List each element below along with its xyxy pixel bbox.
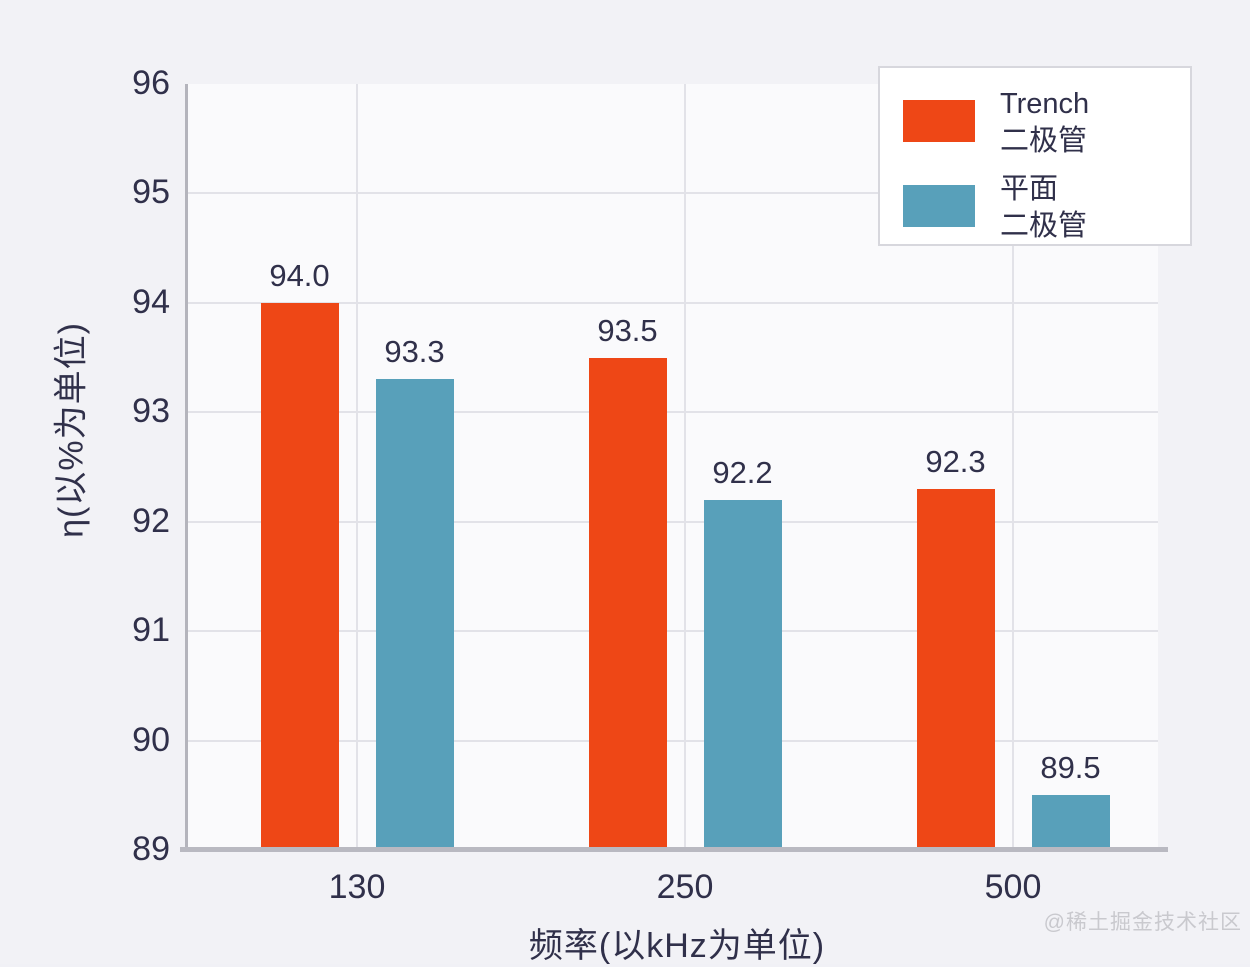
x-axis-line: [180, 847, 1168, 852]
bar-planar-130: [375, 379, 454, 850]
bar-value-label: 94.0: [269, 257, 330, 293]
y-axis-line: [185, 84, 188, 850]
bar-planar-500: [1031, 795, 1110, 850]
gridline-h-95: [187, 192, 1158, 195]
bar-trench-130: [260, 302, 339, 850]
gridline-h-92: [187, 520, 1158, 523]
gridline-h-91: [187, 630, 1158, 633]
legend-item-trench: Trench 二极管: [880, 88, 1190, 176]
legend-label-planar: 平面 二极管: [1000, 171, 1087, 245]
gridline-h-94: [187, 301, 1158, 304]
bar-value-label: 92.2: [712, 454, 773, 490]
y-tick-label-89: 89: [132, 830, 170, 868]
legend-label-planar-line2: 二极管: [1000, 210, 1088, 242]
gridline-v-130: [356, 84, 358, 850]
bar-trench-500: [916, 488, 995, 850]
y-tick-label-93: 93: [132, 392, 170, 431]
bar-planar-250: [703, 499, 782, 850]
watermark: @稀土掘金技术社区: [1043, 911, 1242, 934]
bar-value-label: 89.5: [1040, 750, 1101, 786]
x-tick-label-250: 250: [656, 868, 714, 906]
y-axis-title: η(以%为单位): [52, 322, 91, 538]
gridline-v-500: [1012, 84, 1014, 850]
trench-series-swatch: [903, 100, 975, 142]
y-tick-label-96: 96: [132, 64, 170, 102]
x-tick-label-500: 500: [984, 868, 1042, 906]
x-axis-title: 频率(以kHz为单位): [528, 927, 826, 965]
legend-item-planar: 平面 二极管: [880, 173, 1190, 261]
legend-label-trench-line2: 二极管: [1000, 125, 1088, 157]
y-tick-label-94: 94: [132, 282, 170, 321]
legend: Trench 二极管 平面 二极管: [878, 66, 1192, 246]
bar-value-label: 93.5: [597, 312, 658, 348]
bar-trench-250: [588, 357, 667, 850]
y-tick-label-92: 92: [132, 501, 170, 540]
legend-label-trench: Trench 二极管: [1000, 86, 1089, 160]
planar-series-swatch: [903, 185, 975, 227]
bar-value-label: 93.3: [384, 334, 445, 370]
y-tick-label-91: 91: [132, 611, 170, 650]
gridline-h-93: [187, 411, 1158, 414]
gridline-h-90: [187, 739, 1158, 742]
y-tick-label-90: 90: [132, 720, 170, 759]
x-tick-label-130: 130: [328, 868, 386, 906]
y-tick-label-95: 95: [132, 173, 170, 212]
bar-value-label: 92.3: [925, 443, 986, 479]
legend-label-planar-line1: 平面: [1000, 173, 1059, 205]
gridline-v-250: [684, 84, 686, 850]
legend-label-trench-line1: Trench: [1000, 88, 1090, 120]
